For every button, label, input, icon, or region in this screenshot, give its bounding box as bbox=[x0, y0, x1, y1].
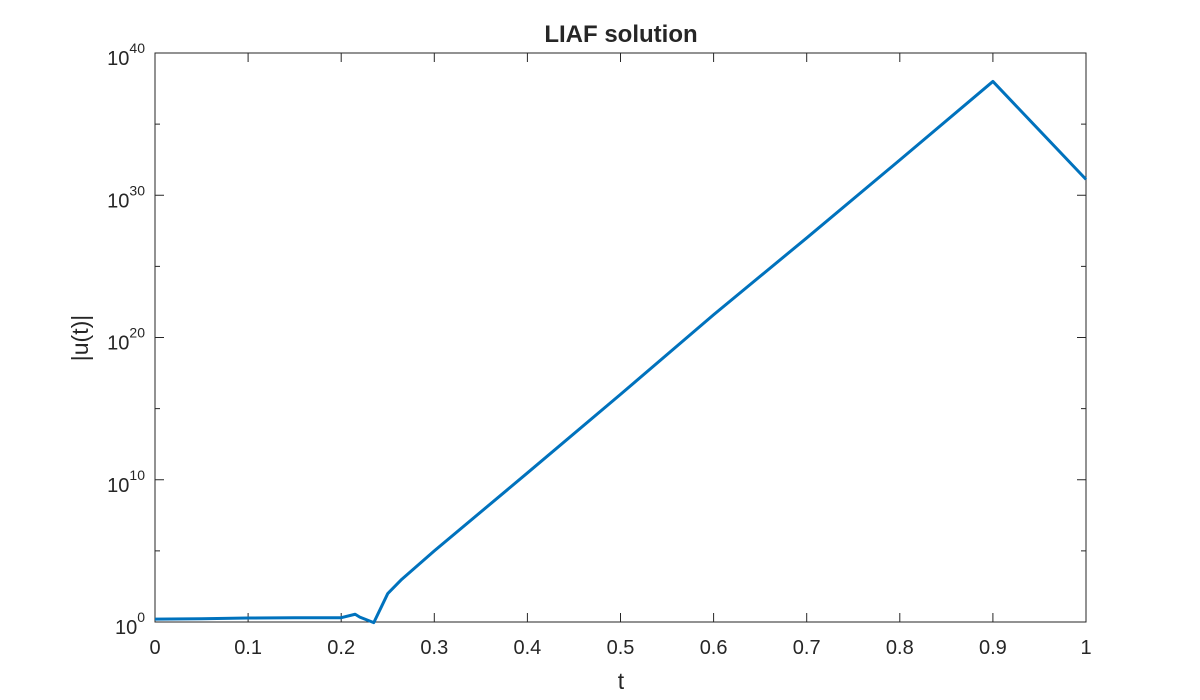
series-line bbox=[154, 79, 1088, 625]
y-tick-labels: 100 1010 1020 1030 1040 bbox=[107, 40, 145, 639]
y-axis-label: |u(t)| bbox=[67, 315, 93, 361]
x-tick-label: 0.5 bbox=[607, 637, 635, 659]
y-tick-label: 100 bbox=[115, 609, 145, 639]
x-tick-label: 1 bbox=[1080, 637, 1091, 659]
x-tick-label: 0.3 bbox=[420, 637, 448, 659]
y-tick-label: 1040 bbox=[107, 40, 145, 70]
x-tick-label: 0.4 bbox=[513, 637, 541, 659]
x-tick-label: 0.7 bbox=[793, 637, 821, 659]
y-tick-label: 1010 bbox=[107, 467, 145, 497]
x-tick-label: 0.2 bbox=[327, 637, 355, 659]
x-tick-label: 0.9 bbox=[979, 637, 1007, 659]
x-tick-label: 0.8 bbox=[886, 637, 914, 659]
y-tick-label: 1030 bbox=[107, 182, 145, 212]
x-tick-label: 0.6 bbox=[700, 637, 728, 659]
x-axis-label: t bbox=[618, 668, 625, 694]
x-tick-labels: 0 0.1 0.2 0.3 0.4 0.5 0.6 0.7 0.8 0.9 1 bbox=[149, 637, 1091, 659]
y-tick-label: 1020 bbox=[107, 325, 145, 355]
plot-area bbox=[154, 52, 1087, 623]
chart-title: LIAF solution bbox=[544, 21, 697, 48]
x-tick-label: 0 bbox=[149, 637, 160, 659]
series-group bbox=[154, 79, 1088, 625]
x-tick-label: 0.1 bbox=[234, 637, 262, 659]
axis-ticks bbox=[154, 52, 1087, 623]
